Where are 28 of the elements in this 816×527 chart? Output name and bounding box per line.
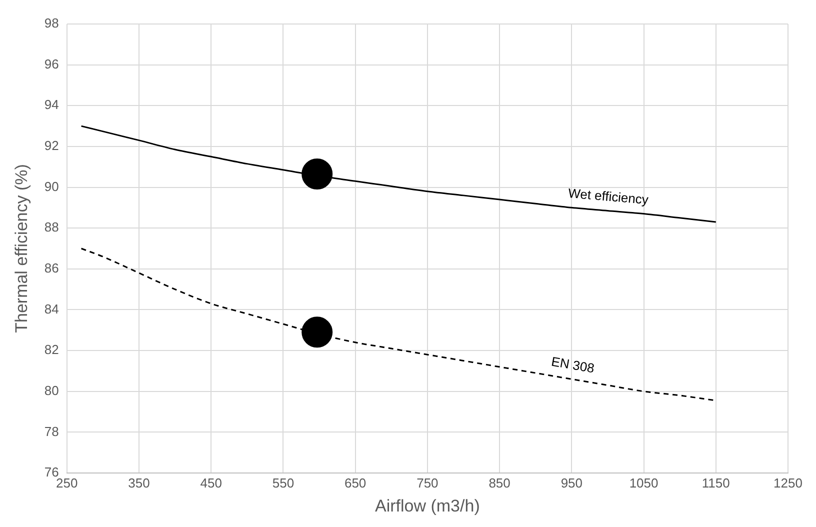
y-tick-label: 84: [44, 301, 59, 316]
x-tick-label: 750: [416, 475, 438, 490]
y-tick-label: 80: [44, 382, 59, 398]
x-tick-label: 950: [560, 475, 583, 490]
y-tick-label: 82: [44, 342, 59, 358]
x-tick-label: 650: [344, 475, 366, 490]
text: EN 308: [550, 354, 596, 376]
y-axis-title: Thermal efficiency (%): [12, 164, 31, 333]
line-series: [80, 125, 717, 223]
y-tick-label: 98: [44, 16, 59, 31]
series-label: Wet efficiency: [568, 185, 650, 208]
y-tick-label: 92: [44, 138, 59, 154]
y-tick-label: 76: [44, 464, 59, 480]
x-tick-label: 1250: [774, 475, 802, 490]
x-tick-label: 350: [128, 475, 150, 490]
x-tick-label: 450: [200, 475, 222, 490]
y-tick-label: 88: [44, 220, 59, 235]
x-tick-label: 250: [56, 475, 78, 490]
x-tick-label: 1050: [629, 475, 658, 490]
x-tick-label: 550: [272, 475, 294, 490]
x-tick-label: 850: [488, 475, 510, 490]
y-tick-label: 90: [44, 178, 59, 194]
x-axis-title: Airflow (m3/h): [375, 496, 480, 516]
x-tick-label: 1150: [702, 475, 730, 490]
y-tick-label: 78: [44, 424, 59, 439]
y-tick-label: 96: [44, 56, 59, 72]
y-tick-label: 94: [44, 97, 59, 112]
y-tick-label: 86: [44, 260, 59, 276]
